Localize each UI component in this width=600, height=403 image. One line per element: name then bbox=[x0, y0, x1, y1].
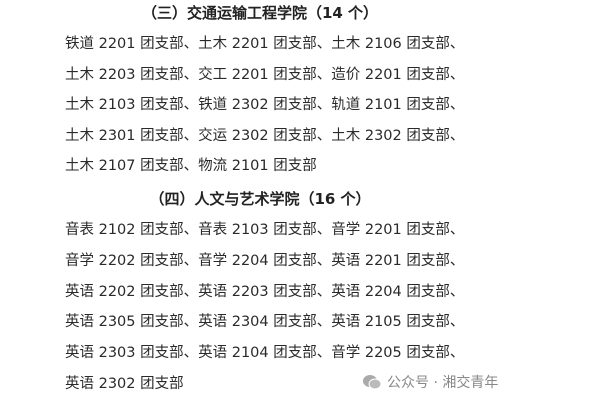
section-3-line: 铁道 2201 团支部、土木 2201 团支部、土木 2106 团支部、 bbox=[65, 36, 465, 52]
section-4-line: 英语 2202 团支部、英语 2203 团支部、英语 2204 团支部、 bbox=[65, 284, 465, 300]
section-3-line: 土木 2301 团支部、交运 2302 团支部、土木 2302 团支部、 bbox=[65, 128, 465, 144]
watermark-text: 公众号 · 湘交青年 bbox=[387, 375, 499, 391]
section-4-line: 音表 2102 团支部、音表 2103 团支部、音学 2201 团支部、 bbox=[65, 222, 465, 238]
section-4-line: 英语 2305 团支部、英语 2304 团支部、英语 2105 团支部、 bbox=[65, 314, 465, 330]
section-3-line: 土木 2107 团支部、物流 2101 团支部 bbox=[65, 158, 317, 174]
section-4-line: 英语 2303 团支部、英语 2104 团支部、音学 2205 团支部、 bbox=[65, 345, 465, 361]
section-4-heading: （四）人文与艺术学院（16 个） bbox=[149, 190, 371, 208]
watermark: 公众号 · 湘交青年 bbox=[362, 372, 498, 392]
wechat-icon bbox=[362, 374, 382, 390]
section-3-heading: （三）交通运输工程学院（14 个） bbox=[141, 4, 379, 22]
section-3-line: 土木 2203 团支部、交工 2201 团支部、造价 2201 团支部、 bbox=[65, 67, 465, 83]
section-4-line: 英语 2302 团支部 bbox=[65, 376, 184, 392]
section-4-line: 音学 2202 团支部、音学 2204 团支部、英语 2201 团支部、 bbox=[65, 253, 465, 269]
section-3-line: 土木 2103 团支部、铁道 2302 团支部、轨道 2101 团支部、 bbox=[65, 97, 465, 113]
